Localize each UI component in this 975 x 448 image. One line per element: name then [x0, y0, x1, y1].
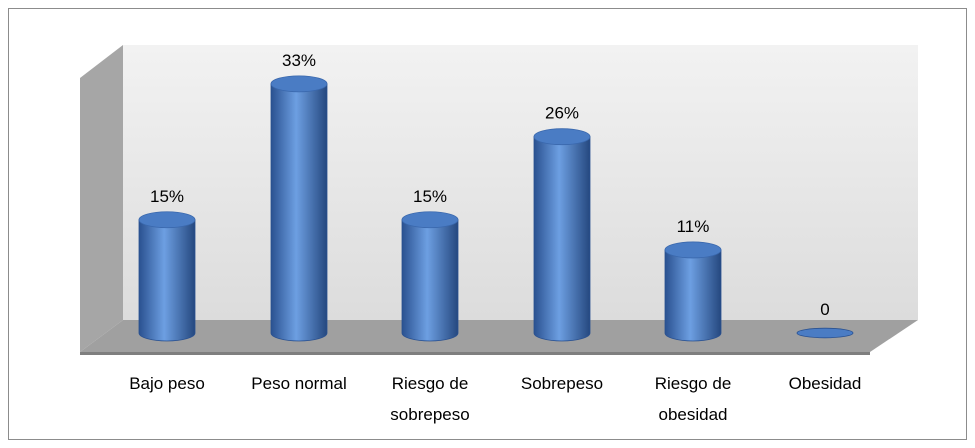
data-label: 15%: [413, 187, 447, 206]
bar: [796, 327, 854, 339]
bar-top: [401, 211, 459, 229]
bar-top: [138, 211, 196, 229]
x-tick-label: Riesgo de sobrepeso: [390, 374, 470, 424]
bar: [138, 211, 196, 342]
data-label: 26%: [545, 104, 579, 123]
bar-body: [664, 249, 722, 342]
bar: [270, 75, 328, 342]
bar-body: [270, 83, 328, 342]
bar-top: [796, 327, 854, 339]
bar-top: [270, 75, 328, 93]
floor-edge: [80, 352, 870, 355]
x-tick-label: Obesidad: [788, 374, 862, 393]
bar: [664, 241, 722, 342]
x-tick-label: Bajo peso: [129, 374, 205, 393]
floor: [80, 320, 918, 352]
data-label: 11%: [677, 217, 710, 236]
x-tick-label: Sobrepeso: [520, 374, 604, 393]
bar-top: [533, 128, 591, 146]
bar: [401, 211, 459, 342]
data-label: 33%: [282, 51, 316, 70]
x-tick-label: Riesgo de obesidad: [654, 374, 732, 424]
x-tick-label: Peso normal: [251, 374, 347, 393]
bar-body: [533, 136, 591, 342]
data-label: 0: [820, 300, 829, 319]
bar-top: [664, 241, 722, 259]
side-wall: [80, 45, 123, 352]
data-label: 15%: [150, 187, 184, 206]
bar-body: [138, 219, 196, 342]
back-wall: [123, 45, 918, 320]
bar-body: [401, 219, 459, 342]
bar: [533, 128, 591, 342]
